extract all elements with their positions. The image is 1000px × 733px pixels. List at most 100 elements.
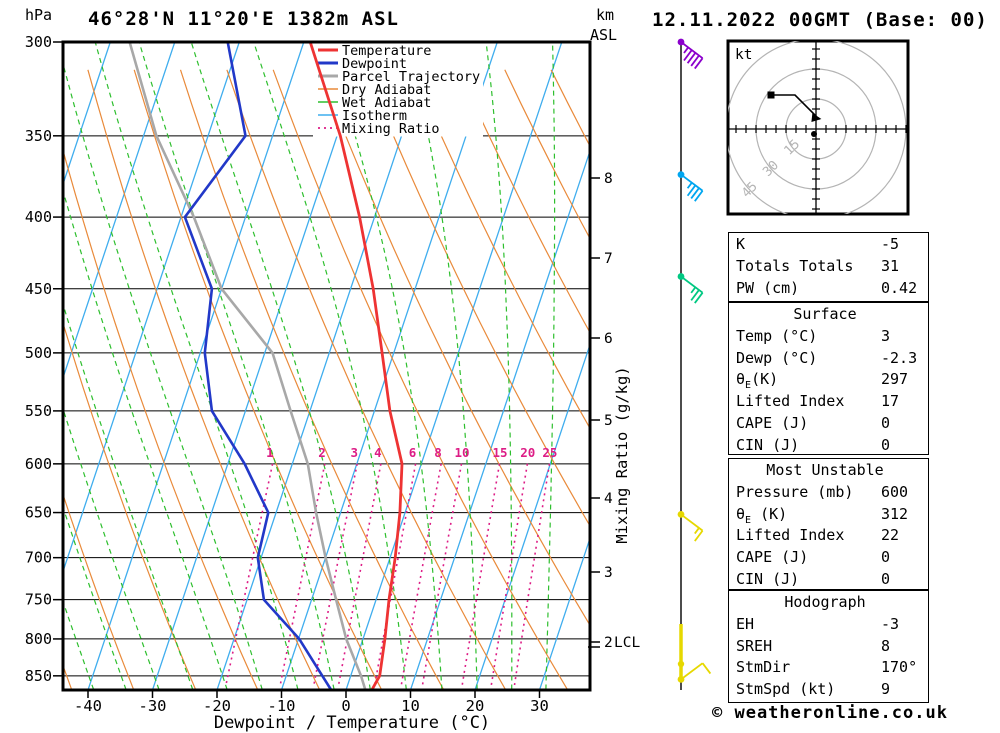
stat-value: 0.42	[881, 278, 918, 297]
mixing-ratio-labels: 1 2 3 4 6 8 10 15 20 25	[266, 445, 557, 460]
stat-row: EH -3	[736, 614, 928, 636]
temp-axis-group: -40 -30 -20 -10 0 10 20 30 Dewpoint / Temperatur…	[74, 691, 549, 733]
temperature-curve	[308, 42, 404, 690]
stat-label: EH	[736, 614, 755, 633]
wind-barb-373hpa	[677, 171, 704, 202]
stat-value: 297	[881, 370, 909, 389]
stat-value: 600	[881, 482, 909, 501]
svg-text:550: 550	[25, 402, 52, 420]
stat-value: 22	[881, 526, 900, 545]
stat-value: 312	[881, 504, 909, 523]
hodograph-unit-label: kt	[735, 47, 752, 63]
stat-row: CAPE (J) 0	[736, 547, 928, 569]
stat-row: SREH 8	[736, 636, 928, 658]
svg-text:-30: -30	[139, 697, 167, 715]
svg-text:Parcel Trajectory: Parcel Trajectory	[342, 69, 480, 85]
lcl-label: LCL	[614, 635, 640, 651]
panel-hodograph: Hodograph EH -3 SREH 8 StmDir 170° StmSpd (kt) 9	[728, 590, 929, 703]
stat-value: 0	[881, 435, 891, 454]
gridlines-group	[63, 135, 590, 677]
svg-text:Wet Adiabat: Wet Adiabat	[342, 95, 431, 111]
svg-text:7: 7	[604, 251, 613, 267]
svg-text:700: 700	[25, 549, 52, 567]
stat-value: -3	[881, 614, 900, 633]
svg-text:Isotherm: Isotherm	[342, 108, 407, 124]
svg-text:2: 2	[604, 635, 613, 651]
panel-surface: Surface Temp (°C) 3 Dewp (°C) -2.3 θE(K) 297 Li…	[728, 302, 929, 455]
stat-row: CIN (J) 0	[736, 435, 928, 457]
svg-text:10: 10	[401, 697, 420, 715]
svg-text:3: 3	[350, 445, 358, 460]
stat-label: Lifted Index	[736, 392, 845, 411]
hodograph-arrowhead	[811, 113, 822, 122]
stat-value: 31	[881, 256, 900, 275]
svg-text:Dewpoint / Temperature (°C): Dewpoint / Temperature (°C)	[214, 713, 490, 733]
dewpoint-curve	[183, 42, 333, 690]
stat-label: Pressure (mb)	[736, 482, 854, 501]
svg-text:850: 850	[25, 667, 52, 685]
panel-title: Hodograph	[784, 593, 866, 611]
stat-value: 0	[881, 569, 891, 588]
stat-label: Temp (°C)	[736, 326, 818, 345]
stat-label: Dewp (°C)	[736, 348, 818, 367]
stat-label: SREH	[736, 636, 773, 655]
svg-text:450: 450	[25, 280, 52, 298]
pressure-axis-group: 300 350 400 450 500 550 600 650 700 750 800 850	[25, 33, 62, 685]
stat-value: 8	[881, 636, 891, 655]
wind-barb-300hpa	[677, 38, 704, 70]
svg-text:4: 4	[604, 491, 613, 507]
svg-text:500: 500	[25, 344, 52, 362]
isotherms-group	[63, 42, 590, 690]
stat-row: θE (K) 312	[736, 504, 928, 526]
km-unit-label: km	[596, 6, 615, 24]
stat-label: K	[736, 235, 746, 253]
panel-indices: K -5 Totals Totals 31 PW (cm) 0.42	[728, 232, 929, 302]
panel-title: Surface	[793, 305, 857, 323]
stat-label: CIN (J)	[736, 435, 800, 454]
wind-barbs-group	[677, 38, 712, 690]
stat-row: CAPE (J) 0	[736, 413, 928, 435]
svg-text:10: 10	[455, 445, 470, 460]
svg-text:3: 3	[604, 565, 613, 581]
pressure-unit-label: hPa	[25, 6, 53, 24]
svg-text:1: 1	[266, 445, 274, 460]
svg-text:800: 800	[25, 630, 52, 648]
panel-title: Most Unstable	[766, 461, 884, 479]
stat-label: StmDir	[736, 658, 791, 677]
stat-label: StmSpd (kt)	[736, 680, 836, 699]
svg-text:Mixing Ratio: Mixing Ratio	[342, 121, 440, 137]
svg-text:5: 5	[604, 413, 613, 429]
svg-text:400: 400	[25, 208, 52, 226]
stat-label: CAPE (J)	[736, 548, 809, 567]
stat-label: Totals Totals	[736, 256, 854, 275]
svg-text:Dewpoint: Dewpoint	[342, 56, 407, 72]
stat-row: StmDir 170°	[736, 657, 928, 679]
stat-value: 0	[881, 413, 891, 432]
svg-text:-10: -10	[268, 697, 296, 715]
chart-border	[61, 40, 592, 692]
stat-label: PW (cm)	[736, 278, 800, 297]
stat-label: θE (K)	[736, 504, 788, 526]
panel-most-unstable: Most Unstable Pressure (mb) 600 θE (K) 312 Li…	[728, 458, 929, 590]
stat-row: K -5	[736, 234, 928, 256]
svg-text:350: 350	[25, 127, 52, 145]
mixing-ratio-group	[225, 463, 551, 686]
stat-row: StmSpd (kt) 9	[736, 679, 928, 701]
stat-value: 170°	[881, 658, 918, 677]
stat-label: CAPE (J)	[736, 413, 809, 432]
svg-text:30: 30	[530, 697, 549, 715]
stat-label: CIN (J)	[736, 569, 800, 588]
datetime-label: 12.11.2022 00GMT (Base: 00)	[652, 9, 988, 31]
svg-text:0: 0	[341, 697, 350, 715]
parcel-trajectory-curve	[128, 42, 367, 690]
stat-row: Dewp (°C) -2.3	[736, 348, 928, 370]
svg-text:-20: -20	[203, 697, 231, 715]
stat-value: -2.3	[881, 348, 918, 367]
stat-row: PW (cm) 0.42	[736, 278, 928, 300]
stat-value: 0	[881, 548, 891, 567]
svg-text:8: 8	[434, 445, 442, 460]
